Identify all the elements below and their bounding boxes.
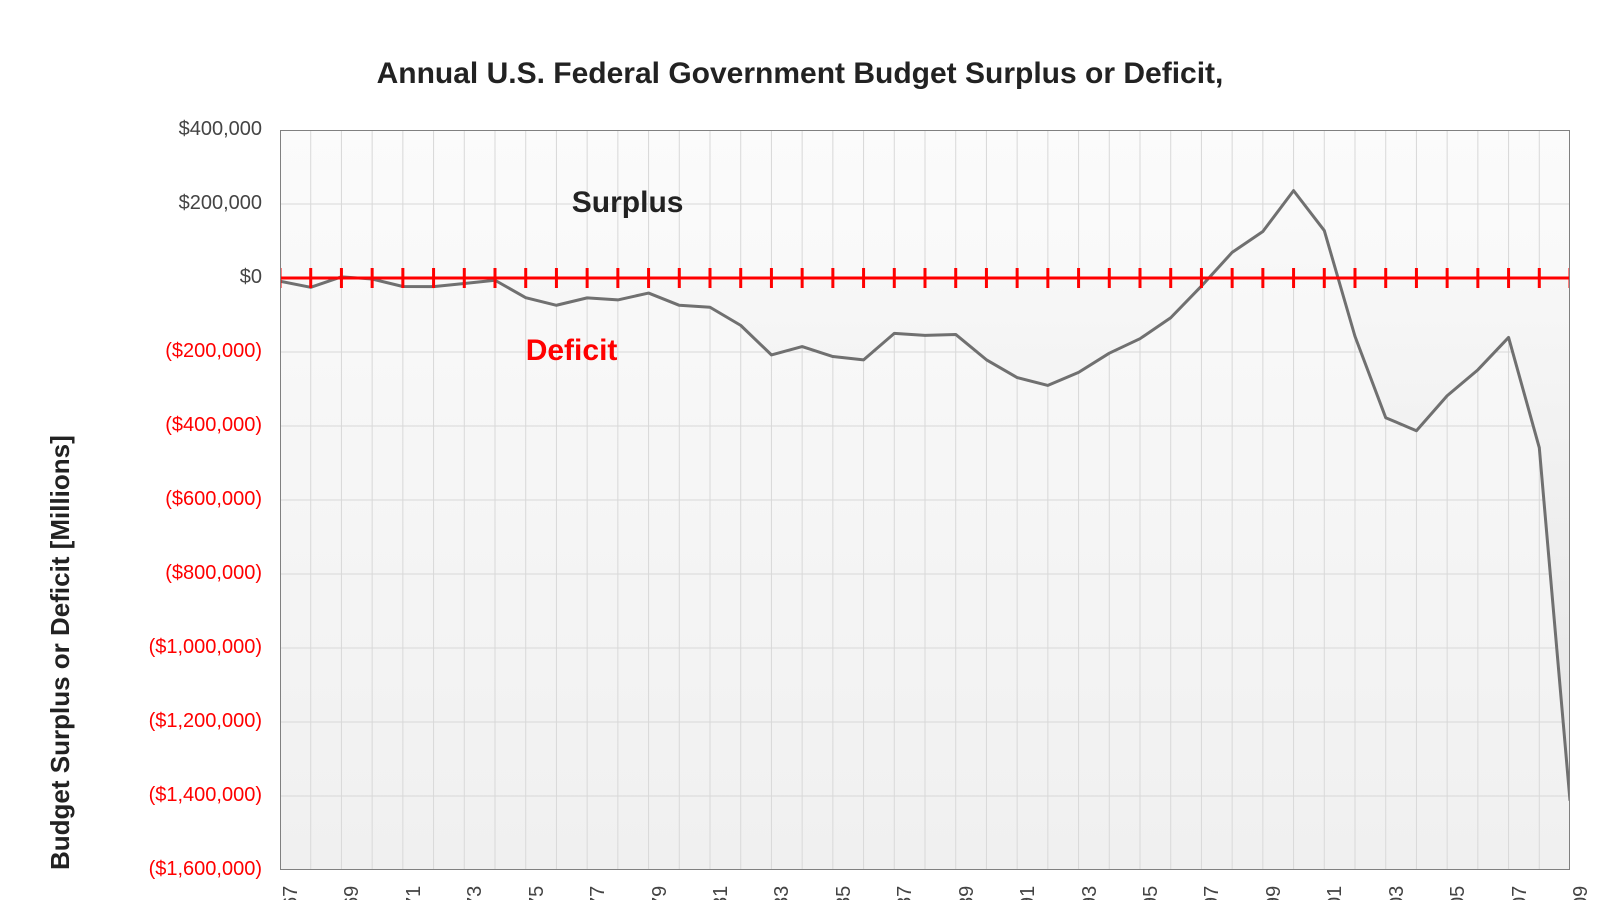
x-tick-label: 95 — [1140, 878, 1163, 900]
y-tick-label: ($400,000) — [0, 414, 262, 437]
chart-svg — [280, 130, 1570, 870]
deficit-label: Deficit — [526, 334, 618, 368]
x-tick-label: 99 — [1263, 878, 1286, 900]
budget-chart: Annual U.S. Federal Government Budget Su… — [0, 0, 1600, 900]
x-tick-label: 03 — [1386, 878, 1409, 900]
y-tick-label: ($800,000) — [0, 562, 262, 585]
x-tick-label: 79 — [649, 878, 672, 900]
x-tick-label: 87 — [894, 878, 917, 900]
x-tick-label: 07 — [1509, 878, 1532, 900]
x-tick-label: 69 — [341, 878, 364, 900]
x-tick-label: 85 — [833, 878, 856, 900]
x-tick-label: 75 — [526, 878, 549, 900]
x-tick-label: 71 — [403, 878, 426, 900]
x-tick-label: 81 — [710, 878, 733, 900]
x-tick-label: 97 — [1201, 878, 1224, 900]
x-tick-label: 05 — [1447, 878, 1470, 900]
x-tick-label: 73 — [464, 878, 487, 900]
y-tick-label: ($1,200,000) — [0, 710, 262, 733]
y-tick-label: $200,000 — [0, 192, 262, 215]
x-tick-label: 01 — [1324, 878, 1347, 900]
y-tick-label: ($1,000,000) — [0, 636, 262, 659]
y-tick-label: ($200,000) — [0, 340, 262, 363]
plot-area — [280, 130, 1570, 870]
x-tick-label: 93 — [1079, 878, 1102, 900]
chart-title-line1: Annual U.S. Federal Government Budget Su… — [377, 57, 1224, 90]
y-tick-label: ($1,400,000) — [0, 784, 262, 807]
y-tick-label: $0 — [0, 266, 262, 289]
y-tick-label: ($1,600,000) — [0, 858, 262, 881]
y-tick-label: $400,000 — [0, 118, 262, 141]
x-tick-label: 89 — [956, 878, 979, 900]
surplus-label: Surplus — [572, 186, 684, 220]
x-tick-label: 67 — [280, 878, 303, 900]
x-tick-label: 77 — [587, 878, 610, 900]
x-tick-label: 83 — [771, 878, 794, 900]
y-tick-label: ($600,000) — [0, 488, 262, 511]
x-tick-label: 91 — [1017, 878, 1040, 900]
x-tick-label: 09 — [1570, 878, 1593, 900]
